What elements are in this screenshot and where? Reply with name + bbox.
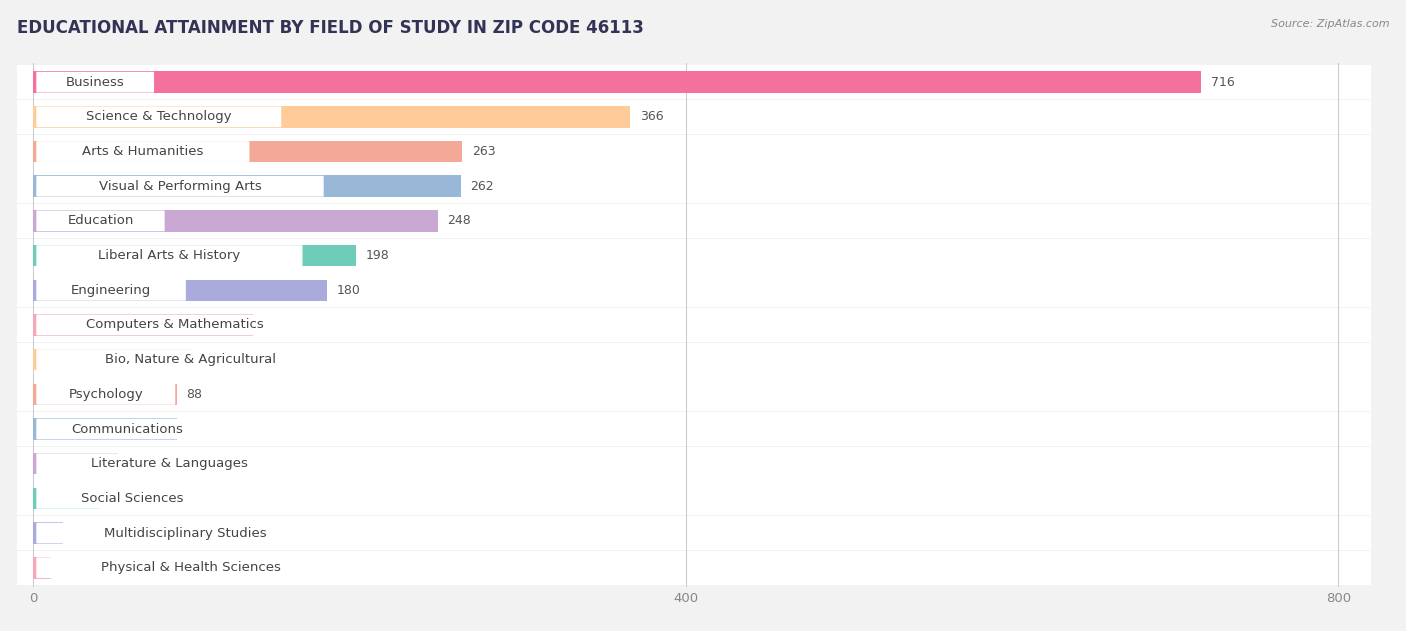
Text: Communications: Communications (72, 423, 183, 435)
Bar (34, 210, 437, 232)
Text: 135: 135 (263, 319, 287, 331)
Text: 98: 98 (202, 353, 219, 366)
FancyBboxPatch shape (37, 349, 344, 370)
FancyBboxPatch shape (37, 176, 323, 197)
FancyBboxPatch shape (37, 453, 302, 474)
Text: 180: 180 (336, 284, 360, 297)
FancyBboxPatch shape (37, 315, 314, 335)
FancyBboxPatch shape (37, 384, 176, 404)
Text: 11: 11 (60, 561, 77, 574)
Text: EDUCATIONAL ATTAINMENT BY FIELD OF STUDY IN ZIP CODE 46113: EDUCATIONAL ATTAINMENT BY FIELD OF STUDY… (17, 19, 644, 37)
Text: Source: ZipAtlas.com: Source: ZipAtlas.com (1271, 19, 1389, 29)
Bar (17, 169, 1371, 203)
Bar (34, 175, 461, 197)
FancyBboxPatch shape (37, 72, 155, 93)
Text: Social Sciences: Social Sciences (82, 492, 184, 505)
Text: Liberal Arts & History: Liberal Arts & History (98, 249, 240, 262)
Bar (34, 349, 193, 370)
Bar (34, 245, 356, 266)
Text: Arts & Humanities: Arts & Humanities (82, 145, 204, 158)
Bar (34, 384, 177, 405)
FancyBboxPatch shape (37, 418, 218, 439)
Text: 263: 263 (472, 145, 496, 158)
Bar (34, 314, 253, 336)
Text: 88: 88 (187, 388, 202, 401)
FancyBboxPatch shape (37, 211, 165, 232)
Text: 41: 41 (110, 492, 125, 505)
Bar (17, 204, 1371, 238)
Bar (17, 551, 1371, 585)
FancyBboxPatch shape (37, 280, 186, 301)
Text: 198: 198 (366, 249, 389, 262)
Bar (34, 106, 630, 127)
Bar (17, 273, 1371, 307)
Text: Education: Education (67, 215, 134, 227)
Text: 248: 248 (447, 215, 471, 227)
FancyBboxPatch shape (37, 522, 335, 543)
Bar (17, 377, 1371, 411)
Text: Engineering: Engineering (70, 284, 152, 297)
Bar (34, 522, 62, 544)
Text: Psychology: Psychology (69, 388, 143, 401)
Text: Business: Business (66, 76, 125, 89)
Text: Science & Technology: Science & Technology (86, 110, 232, 123)
Text: Computers & Mathematics: Computers & Mathematics (86, 319, 263, 331)
Bar (17, 343, 1371, 377)
FancyBboxPatch shape (37, 245, 302, 266)
Bar (34, 557, 51, 579)
Bar (17, 447, 1371, 481)
Text: 88: 88 (187, 423, 202, 435)
Bar (34, 71, 1201, 93)
FancyBboxPatch shape (37, 141, 249, 162)
Bar (17, 65, 1371, 99)
FancyBboxPatch shape (37, 488, 228, 509)
Text: 18: 18 (72, 527, 89, 540)
Bar (17, 239, 1371, 273)
Text: Multidisciplinary Studies: Multidisciplinary Studies (104, 527, 267, 540)
Bar (34, 280, 326, 301)
Text: 716: 716 (1211, 76, 1234, 89)
Bar (17, 100, 1371, 134)
Bar (34, 488, 100, 509)
Bar (34, 141, 463, 162)
FancyBboxPatch shape (37, 107, 281, 127)
Text: Physical & Health Sciences: Physical & Health Sciences (101, 561, 281, 574)
FancyBboxPatch shape (37, 557, 344, 578)
Text: Visual & Performing Arts: Visual & Performing Arts (98, 180, 262, 192)
Bar (34, 418, 177, 440)
Text: Bio, Nature & Agricultural: Bio, Nature & Agricultural (105, 353, 276, 366)
Bar (17, 516, 1371, 550)
Bar (34, 453, 118, 475)
Text: 262: 262 (471, 180, 494, 192)
Bar (17, 481, 1371, 516)
Bar (17, 134, 1371, 168)
Bar (17, 412, 1371, 446)
Text: Literature & Languages: Literature & Languages (91, 457, 247, 470)
Text: 366: 366 (640, 110, 664, 123)
Bar (17, 308, 1371, 342)
Text: 52: 52 (128, 457, 143, 470)
